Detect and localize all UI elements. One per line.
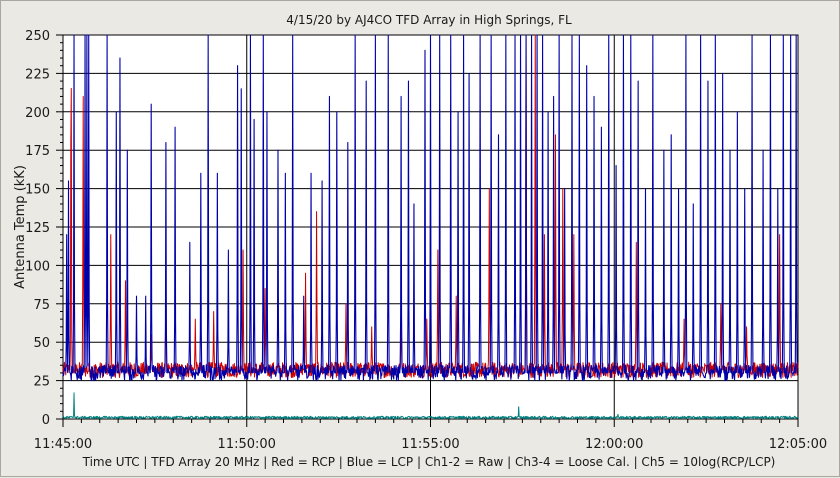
series-layer [62, 34, 799, 420]
y-tick-label: 100 [25, 259, 50, 274]
x-tick-label: 11:55:00 [401, 437, 459, 452]
y-tick-label: 0 [42, 413, 50, 428]
y-tick-label: 225 [25, 67, 50, 82]
x-tick-label: 12:00:00 [585, 437, 643, 452]
y-tick-label: 175 [25, 144, 50, 159]
y-tick-label: 150 [25, 183, 50, 198]
y-tick-label: 75 [33, 298, 50, 313]
y-tick-label: 50 [33, 336, 50, 351]
y-tick-label: 250 [25, 29, 50, 44]
x-tick-label: 11:50:00 [218, 437, 276, 452]
chart-footer: Time UTC | TFD Array 20 MHz | Red = RCP … [82, 455, 776, 469]
x-tick-label: 11:45:00 [34, 437, 92, 452]
y-tick-label: 25 [33, 375, 50, 390]
y-axis-title: Antenna Temp (kK) [13, 165, 28, 289]
x-tick-label: 12:05:00 [769, 437, 827, 452]
series-line-ratio [62, 392, 799, 420]
y-tick-label: 125 [25, 221, 50, 236]
series-line-lcp [62, 34, 799, 382]
chart-title: 4/15/20 by AJ4CO TFD Array in High Sprin… [286, 13, 572, 27]
axis-layer: 0 25 50 75 100 125 150 175 200 225 250 11:45:00 11:5… [25, 29, 827, 452]
y-tick-label: 200 [25, 106, 50, 121]
